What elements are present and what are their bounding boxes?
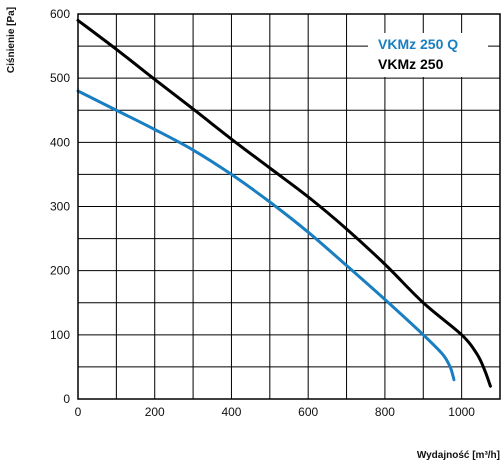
x-tick-label: 200 bbox=[145, 405, 165, 419]
legend-box bbox=[368, 33, 488, 77]
legend-entry-1: VKMz 250 Q bbox=[378, 36, 458, 52]
plot-frame bbox=[77, 13, 501, 400]
x-tick-label: 600 bbox=[298, 405, 318, 419]
series-line-2 bbox=[76, 18, 492, 388]
curves bbox=[76, 18, 492, 388]
y-axis-label: Ciśnienie [Pa] bbox=[6, 7, 17, 73]
x-tick-label: 0 bbox=[75, 405, 82, 419]
x-tick-label: 1000 bbox=[448, 405, 475, 419]
y-tick-label: 300 bbox=[50, 200, 70, 214]
y-tick-label: 400 bbox=[50, 135, 70, 149]
y-tick-label: 0 bbox=[63, 392, 70, 406]
y-tick-label: 600 bbox=[50, 7, 70, 21]
x-tick-label: 400 bbox=[221, 405, 241, 419]
y-tick-label: 500 bbox=[50, 71, 70, 85]
x-axis-label: Wydajność [m³/h] bbox=[417, 450, 500, 461]
series-line-1 bbox=[76, 89, 456, 382]
x-tick-label: 800 bbox=[375, 405, 395, 419]
tick-labels: 0 200 400 600 800 1000 0 100 200 300 400 500 600 bbox=[50, 7, 475, 419]
y-tick-label: 100 bbox=[50, 328, 70, 342]
legend-entry-2: VKMz 250 bbox=[378, 56, 444, 72]
y-tick-label: 200 bbox=[50, 264, 70, 278]
legend: VKMz 250 Q VKMz 250 bbox=[368, 33, 488, 77]
